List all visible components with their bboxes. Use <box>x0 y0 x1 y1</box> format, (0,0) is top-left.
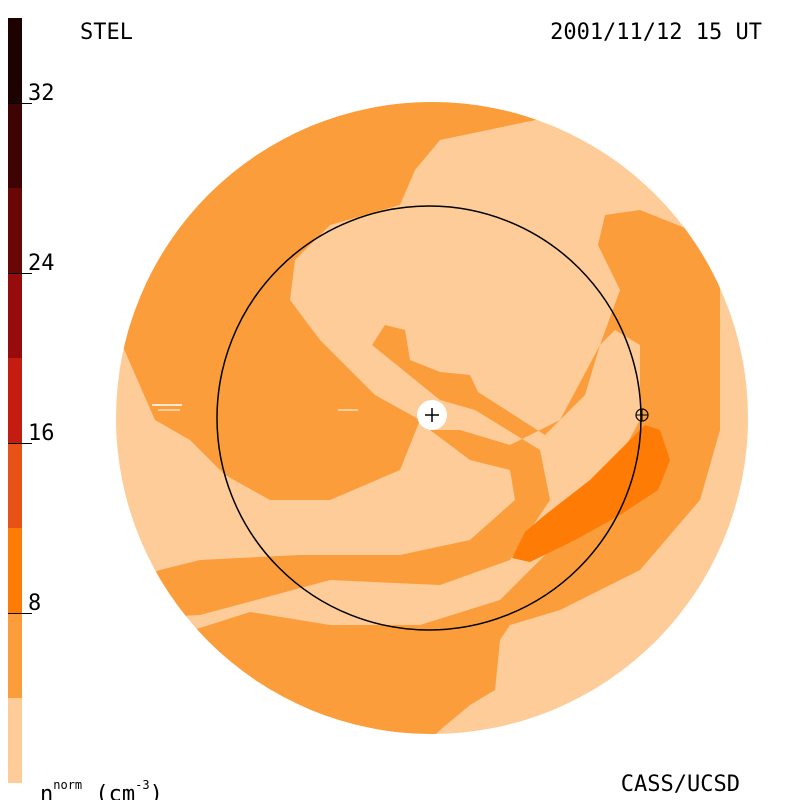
unit-rest: (cm <box>82 782 136 800</box>
colorbar-band-4 <box>8 358 22 443</box>
colorbar-band-1 <box>8 613 22 698</box>
instrument-label: STEL <box>80 20 133 45</box>
colorbar-tick-label: 8 <box>28 591 42 616</box>
dark-region-east <box>512 425 670 562</box>
colorbar-tick-mark <box>8 443 32 444</box>
unit-close: ) <box>149 782 163 800</box>
colorbar-band-5 <box>8 273 22 358</box>
colorbar-band-0 <box>8 698 22 783</box>
colorbar-tick-mark <box>8 613 32 614</box>
medium-region-spiral-arm <box>116 210 720 734</box>
colorbar-band-8 <box>8 18 22 103</box>
unit-base: n <box>40 782 54 800</box>
colorbar-band-2 <box>8 528 22 613</box>
colorbar-band-3 <box>8 443 22 528</box>
unit-exponent: -3 <box>135 778 150 792</box>
colorbar-band-6 <box>8 188 22 273</box>
colorbar-tick-mark <box>8 103 32 104</box>
colorbar-tick-mark <box>8 273 32 274</box>
unit-superscript: norm <box>53 778 83 792</box>
unit-label: nnorm (cm-3) <box>40 772 163 800</box>
credit-label: CASS/UCSD <box>620 772 740 797</box>
sun-marker <box>417 400 447 430</box>
medium-region-north-arc <box>116 102 545 500</box>
disk-edge-artifact <box>152 404 358 411</box>
timestamp-label: 2001/11/12 15 UT <box>550 20 762 45</box>
earth-orbit-circle <box>216 205 642 631</box>
colorbar-tick-label: 16 <box>28 421 55 446</box>
colorbar-tick-label: 24 <box>28 251 55 276</box>
colorbar-band-7 <box>8 103 22 188</box>
earth-marker <box>635 408 649 422</box>
colorbar <box>8 18 22 783</box>
colorbar-tick-label: 32 <box>28 81 55 106</box>
